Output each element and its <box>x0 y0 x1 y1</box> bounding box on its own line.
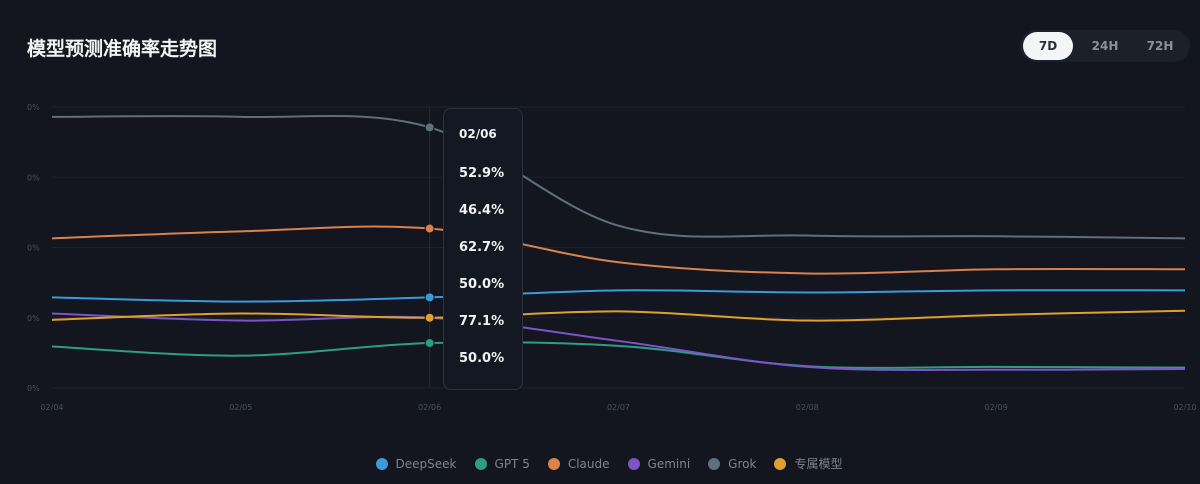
hover-point-2 <box>424 223 435 234</box>
y-tick-label: 0% <box>27 384 40 393</box>
hover-point-5 <box>424 312 435 323</box>
time-range-switch: 7D 24H 72H <box>1020 30 1190 62</box>
legend-label: Gemini <box>647 456 691 471</box>
series-line-1 <box>51 341 1186 369</box>
series-line-2 <box>51 225 1186 275</box>
x-tick-label: 02/05 <box>229 403 252 412</box>
range-24h-button[interactable]: 24H <box>1080 32 1130 60</box>
legend-item[interactable]: GPT 5 <box>474 455 530 472</box>
legend-dot-icon <box>547 457 560 470</box>
legend-item[interactable]: 专属模型 <box>774 455 842 472</box>
series-line-3 <box>51 312 1186 371</box>
hover-point-4 <box>424 122 435 133</box>
hover-point-1 <box>424 338 435 349</box>
tooltip-value-grok: 77.1% <box>459 314 505 329</box>
legend-label: Claude <box>567 456 610 471</box>
legend-label: Grok <box>728 456 757 471</box>
legend: DeepSeek GPT 5 Claude Gemini Grok 专属模型 <box>0 455 1200 472</box>
range-72h-button[interactable]: 72H <box>1135 32 1185 60</box>
legend-dot-icon <box>375 457 388 470</box>
x-tick-label: 02/06 <box>418 403 441 412</box>
range-7d-button[interactable]: 7D <box>1023 32 1073 60</box>
legend-dot-icon <box>774 457 787 470</box>
x-tick-label: 02/09 <box>985 403 1008 412</box>
legend-label: 专属模型 <box>794 457 843 471</box>
legend-item[interactable]: Grok <box>708 455 756 472</box>
x-tick-label: 02/07 <box>607 403 630 412</box>
legend-dot-icon <box>474 457 487 470</box>
x-tick-label: 02/08 <box>796 403 819 412</box>
x-tick-label: 02/10 <box>1173 403 1196 412</box>
y-tick-label: 0% <box>27 103 40 112</box>
y-tick-label: 0% <box>27 244 40 253</box>
x-tick-label: 02/04 <box>40 403 63 412</box>
tooltip-value-claude: 62.7% <box>459 240 505 255</box>
legend-item[interactable]: DeepSeek <box>375 455 457 472</box>
tooltip-value-deepseek: 52.9% <box>459 166 505 181</box>
tooltip-value-gpt5: 46.4% <box>459 203 505 218</box>
series-line-5 <box>51 309 1186 322</box>
legend-item[interactable]: Claude <box>547 455 610 472</box>
tooltip-date: 02/06 <box>459 127 497 141</box>
y-tick-label: 0% <box>27 314 40 323</box>
legend-dot-icon <box>708 457 721 470</box>
legend-dot-icon <box>627 457 640 470</box>
legend-label: DeepSeek <box>395 456 457 471</box>
y-tick-label: 0% <box>27 173 40 182</box>
tooltip: 02/06 52.9% 46.4% 62.7% 50.0% 77.1% 50.0… <box>443 108 523 390</box>
tooltip-value-gemini: 50.0% <box>459 277 505 292</box>
legend-label: GPT 5 <box>494 456 530 471</box>
hover-point-0 <box>424 292 435 303</box>
legend-item[interactable]: Gemini <box>627 455 691 472</box>
series-line-4 <box>51 114 1186 240</box>
series-line-0 <box>51 289 1186 303</box>
chart-title: 模型预测准确率走势图 <box>27 38 218 60</box>
tooltip-value-custom: 50.0% <box>459 351 505 366</box>
